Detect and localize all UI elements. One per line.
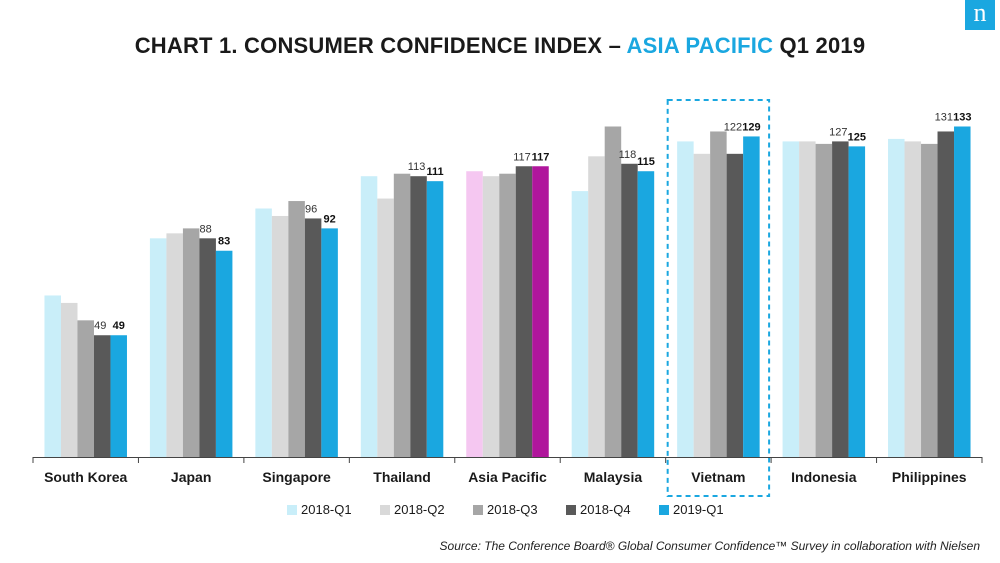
bar-asia-pacific-2018-q2: [482, 176, 500, 457]
data-label-asia-pacific-2018-q4: 117: [513, 151, 531, 163]
legend-label-2018-q3: 2018-Q3: [487, 502, 538, 517]
x-tick-label-japan: Japan: [171, 469, 211, 485]
bar-vietnam-2018-q3: [710, 131, 727, 457]
legend-swatch-2019-q1: [659, 505, 669, 515]
legend-label-2019-q1: 2019-Q1: [673, 502, 724, 517]
bar-japan-2018-q1: [149, 238, 167, 457]
data-label-thailand-2018-q4: 113: [408, 161, 426, 173]
legend-swatch-2018-q2: [380, 505, 390, 515]
data-label-malaysia-2019-q1: 115: [637, 156, 655, 168]
data-label-singapore-2019-q1: 92: [323, 213, 335, 225]
bar-south-korea-2018-q4: [93, 335, 111, 457]
bar-japan-2019-q1: [215, 250, 233, 457]
bar-philippines-2018-q1: [888, 138, 905, 458]
bar-indonesia-2018-q2: [799, 141, 816, 457]
bar-indonesia-2018-q4: [832, 141, 849, 457]
legend-swatch-2018-q4: [566, 505, 576, 515]
x-tick-label-singapore: Singapore: [262, 469, 331, 485]
chart-title-prefix: CHART 1. CONSUMER CONFIDENCE INDEX –: [134, 33, 627, 58]
legend-label-2018-q2: 2018-Q2: [394, 502, 445, 517]
bar-malaysia-2018-q4: [621, 163, 638, 457]
x-tick-label-indonesia: Indonesia: [791, 469, 857, 485]
bar-singapore-2018-q2: [271, 215, 289, 457]
bar-singapore-2018-q4: [304, 218, 322, 457]
bar-asia-pacific-2018-q4: [515, 166, 533, 457]
legend-label-2018-q1: 2018-Q1: [301, 502, 352, 517]
bar-indonesia-2018-q1: [782, 141, 800, 457]
bar-vietnam-2018-q4: [726, 153, 744, 457]
x-tick-label-thailand: Thailand: [373, 469, 431, 485]
data-label-vietnam-2019-q1: 129: [742, 121, 760, 133]
legend-swatch-2018-q3: [473, 505, 483, 515]
data-label-thailand-2019-q1: 111: [426, 166, 443, 178]
bar-indonesia-2018-q3: [815, 143, 833, 457]
bar-vietnam-2018-q1: [677, 141, 694, 457]
bar-thailand-2018-q4: [410, 176, 427, 457]
x-tick-label-malaysia: Malaysia: [584, 469, 643, 485]
x-tick-label-asia-pacific: Asia Pacific: [468, 469, 547, 485]
data-label-indonesia-2019-q1: 125: [848, 131, 866, 143]
nielsen-logo: n: [965, 0, 995, 30]
bar-thailand-2018-q1: [360, 176, 378, 457]
bar-thailand-2018-q3: [393, 173, 411, 457]
bar-japan-2018-q2: [166, 233, 183, 457]
chart-title: CHART 1. CONSUMER CONFIDENCE INDEX – ASI…: [0, 33, 1000, 59]
x-tick-label-vietnam: Vietnam: [691, 469, 745, 485]
legend-label-2018-q4: 2018-Q4: [580, 502, 631, 517]
data-label-japan-2019-q1: 83: [218, 236, 230, 248]
chart-title-suffix: Q1 2019: [773, 33, 866, 58]
bar-asia-pacific-2019-q1: [532, 166, 549, 457]
data-label-south-korea-2018-q4: 49: [94, 320, 106, 332]
bar-japan-2018-q3: [182, 228, 200, 457]
data-label-philippines-2018-q4: 131: [935, 111, 953, 123]
bar-indonesia-2019-q1: [848, 146, 866, 457]
bar-south-korea-2018-q2: [60, 302, 78, 457]
bar-singapore-2019-q1: [321, 228, 338, 457]
bar-thailand-2019-q1: [426, 181, 444, 458]
x-tick-label-philippines: Philippines: [892, 469, 967, 485]
bar-vietnam-2019-q1: [743, 136, 760, 457]
bar-malaysia-2018-q2: [588, 156, 605, 457]
data-label-singapore-2018-q4: 96: [305, 203, 317, 215]
x-tick-label-south-korea: South Korea: [44, 469, 127, 485]
data-label-japan-2018-q4: 88: [200, 223, 212, 235]
bar-malaysia-2018-q1: [571, 191, 589, 458]
bar-south-korea-2019-q1: [110, 335, 127, 457]
data-label-vietnam-2018-q4: 122: [724, 121, 742, 133]
bar-thailand-2018-q2: [377, 198, 394, 457]
data-label-indonesia-2018-q4: 127: [829, 126, 847, 138]
data-label-malaysia-2018-q4: 118: [619, 149, 637, 161]
data-label-south-korea-2019-q1: 49: [113, 320, 125, 332]
bar-philippines-2018-q3: [921, 143, 938, 457]
bar-singapore-2018-q1: [255, 208, 272, 457]
bar-south-korea-2018-q1: [44, 295, 61, 457]
bar-philippines-2018-q2: [904, 141, 922, 457]
bar-japan-2018-q4: [199, 238, 216, 457]
source-note: Source: The Conference Board® Global Con…: [439, 539, 980, 553]
chart-title-highlight: ASIA PACIFIC: [626, 33, 774, 58]
bar-malaysia-2019-q1: [637, 171, 655, 457]
bar-philippines-2019-q1: [954, 126, 971, 458]
bar-vietnam-2018-q2: [693, 153, 711, 457]
bar-malaysia-2018-q3: [604, 126, 622, 458]
bar-singapore-2018-q3: [288, 201, 305, 457]
bar-asia-pacific-2018-q1: [466, 171, 483, 457]
data-label-asia-pacific-2019-q1: 117: [532, 151, 550, 163]
bar-philippines-2018-q4: [937, 131, 955, 457]
legend-swatch-2018-q1: [287, 505, 297, 515]
bar-asia-pacific-2018-q3: [499, 173, 516, 457]
bar-south-korea-2018-q3: [77, 320, 94, 457]
highlight-box: [666, 99, 771, 497]
data-label-philippines-2019-q1: 133: [953, 111, 971, 123]
